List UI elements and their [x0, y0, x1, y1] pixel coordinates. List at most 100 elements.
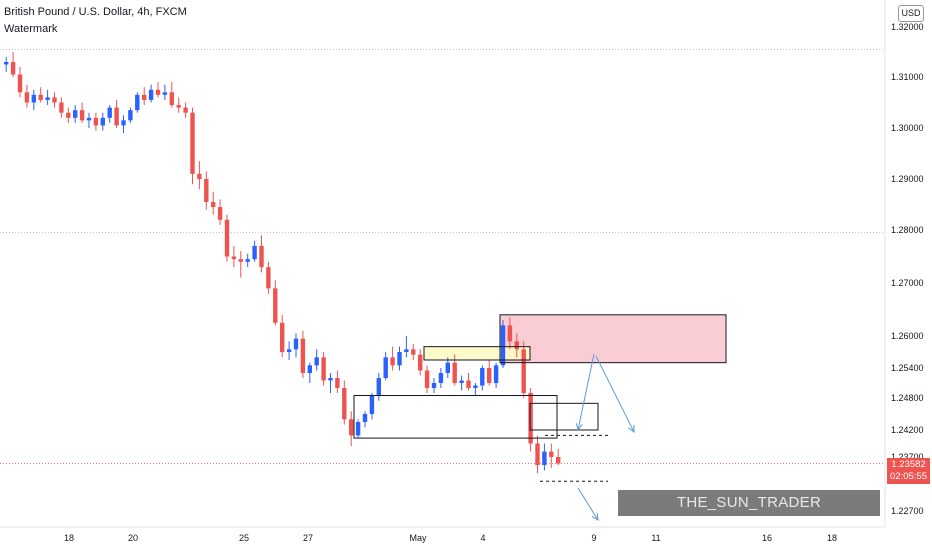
- candle: [86, 112, 92, 128]
- projection-arrow-2-head: [628, 424, 635, 434]
- candle: [342, 380, 347, 425]
- price-axis-tick: 1.25400: [891, 363, 924, 373]
- candle: [183, 102, 188, 118]
- candle: [135, 92, 140, 113]
- candle: [52, 92, 57, 108]
- candle-body: [107, 107, 112, 118]
- time-axis-tick: 4: [480, 533, 485, 543]
- candle-body: [521, 349, 526, 393]
- candle: [4, 57, 9, 72]
- candle: [217, 199, 223, 225]
- time-axis-tick: 18: [64, 533, 74, 543]
- candle: [142, 87, 147, 106]
- candle: [10, 52, 16, 77]
- projection-arrow-3-path: [577, 487, 599, 521]
- projection-arrow-2-path: [595, 355, 635, 433]
- candle-body: [293, 338, 299, 350]
- indicator-label: Watermark: [4, 23, 58, 35]
- candle: [514, 333, 519, 358]
- candle-body: [100, 117, 105, 126]
- candle-body: [142, 94, 147, 100]
- candle: [314, 349, 319, 371]
- price-axis-tick: 1.29000: [891, 174, 924, 184]
- candle-body: [273, 288, 278, 323]
- candle: [397, 346, 402, 371]
- last-price-tag: 1.23582 02:05:55: [887, 458, 930, 484]
- candle-body: [86, 117, 92, 121]
- yellow-zone-outline: [423, 346, 531, 361]
- candle-body: [369, 395, 375, 414]
- time-axis-tick: 18: [827, 533, 837, 543]
- candle-body: [438, 373, 444, 383]
- candle: [59, 97, 64, 118]
- candle: [197, 161, 202, 190]
- candle-body: [314, 357, 319, 366]
- candle-body: [500, 325, 506, 366]
- candle-body: [335, 378, 340, 388]
- candle-body: [79, 110, 85, 121]
- candle: [321, 352, 326, 386]
- projection-arrow-1-head: [575, 423, 583, 432]
- candle: [362, 411, 368, 428]
- candle-body: [52, 97, 57, 103]
- candle-body: [473, 385, 478, 388]
- candle-body: [211, 201, 216, 208]
- candle-body: [121, 120, 126, 126]
- symbol-title: British Pound / U.S. Dollar, 4h, FXCM: [4, 6, 187, 18]
- candle-body: [342, 388, 347, 420]
- candle-body: [535, 443, 540, 466]
- price-axis-tick: 1.31000: [891, 72, 924, 82]
- candle-body: [162, 92, 168, 95]
- time-axis-tick: 25: [239, 533, 249, 543]
- supply-zone-fill: [500, 314, 726, 363]
- candle: [231, 245, 237, 268]
- candle-body: [321, 357, 326, 381]
- candle: [535, 435, 540, 474]
- yellow-zone-fill: [424, 346, 530, 360]
- time-axis-tick: 27: [303, 533, 313, 543]
- candle: [445, 357, 450, 378]
- candle: [328, 373, 333, 393]
- price-axis-tick: 1.23700: [891, 452, 924, 462]
- candle-body: [238, 259, 243, 262]
- candle-body: [59, 102, 64, 113]
- candle: [121, 115, 126, 134]
- candle-body: [183, 107, 188, 113]
- candle-body: [266, 267, 271, 289]
- candle: [280, 314, 285, 358]
- candle-body: [17, 74, 23, 93]
- candle-body: [10, 62, 16, 75]
- candle: [349, 411, 354, 447]
- candle-body: [245, 259, 250, 262]
- candle-body: [300, 338, 306, 373]
- candle: [411, 344, 416, 360]
- candle: [431, 378, 437, 393]
- candle: [38, 87, 43, 103]
- candle: [307, 362, 312, 383]
- candle-body: [38, 94, 43, 100]
- candle-body: [493, 365, 499, 383]
- candle: [549, 443, 554, 468]
- recent-low-box-outline: [529, 402, 599, 431]
- candle: [521, 341, 526, 398]
- candle-body: [31, 94, 36, 103]
- watermark-text: THE_SUN_TRADER: [618, 490, 880, 516]
- candle-body: [190, 112, 195, 174]
- candle: [45, 89, 50, 106]
- time-axis-tick: 9: [591, 533, 596, 543]
- candle-body: [349, 419, 354, 436]
- currency-button[interactable]: USD: [898, 5, 924, 22]
- price-axis-tick: 1.28000: [891, 225, 924, 235]
- price-axis-tick: 1.30000: [891, 123, 924, 133]
- time-axis-tick: May: [409, 533, 427, 543]
- candle: [162, 84, 168, 100]
- candle: [100, 112, 105, 131]
- candle-body: [114, 107, 119, 126]
- candle: [273, 280, 278, 326]
- candle-countdown: 02:05:55: [890, 471, 927, 482]
- candle: [335, 370, 340, 393]
- candle: [369, 393, 375, 420]
- candle-body: [259, 245, 264, 268]
